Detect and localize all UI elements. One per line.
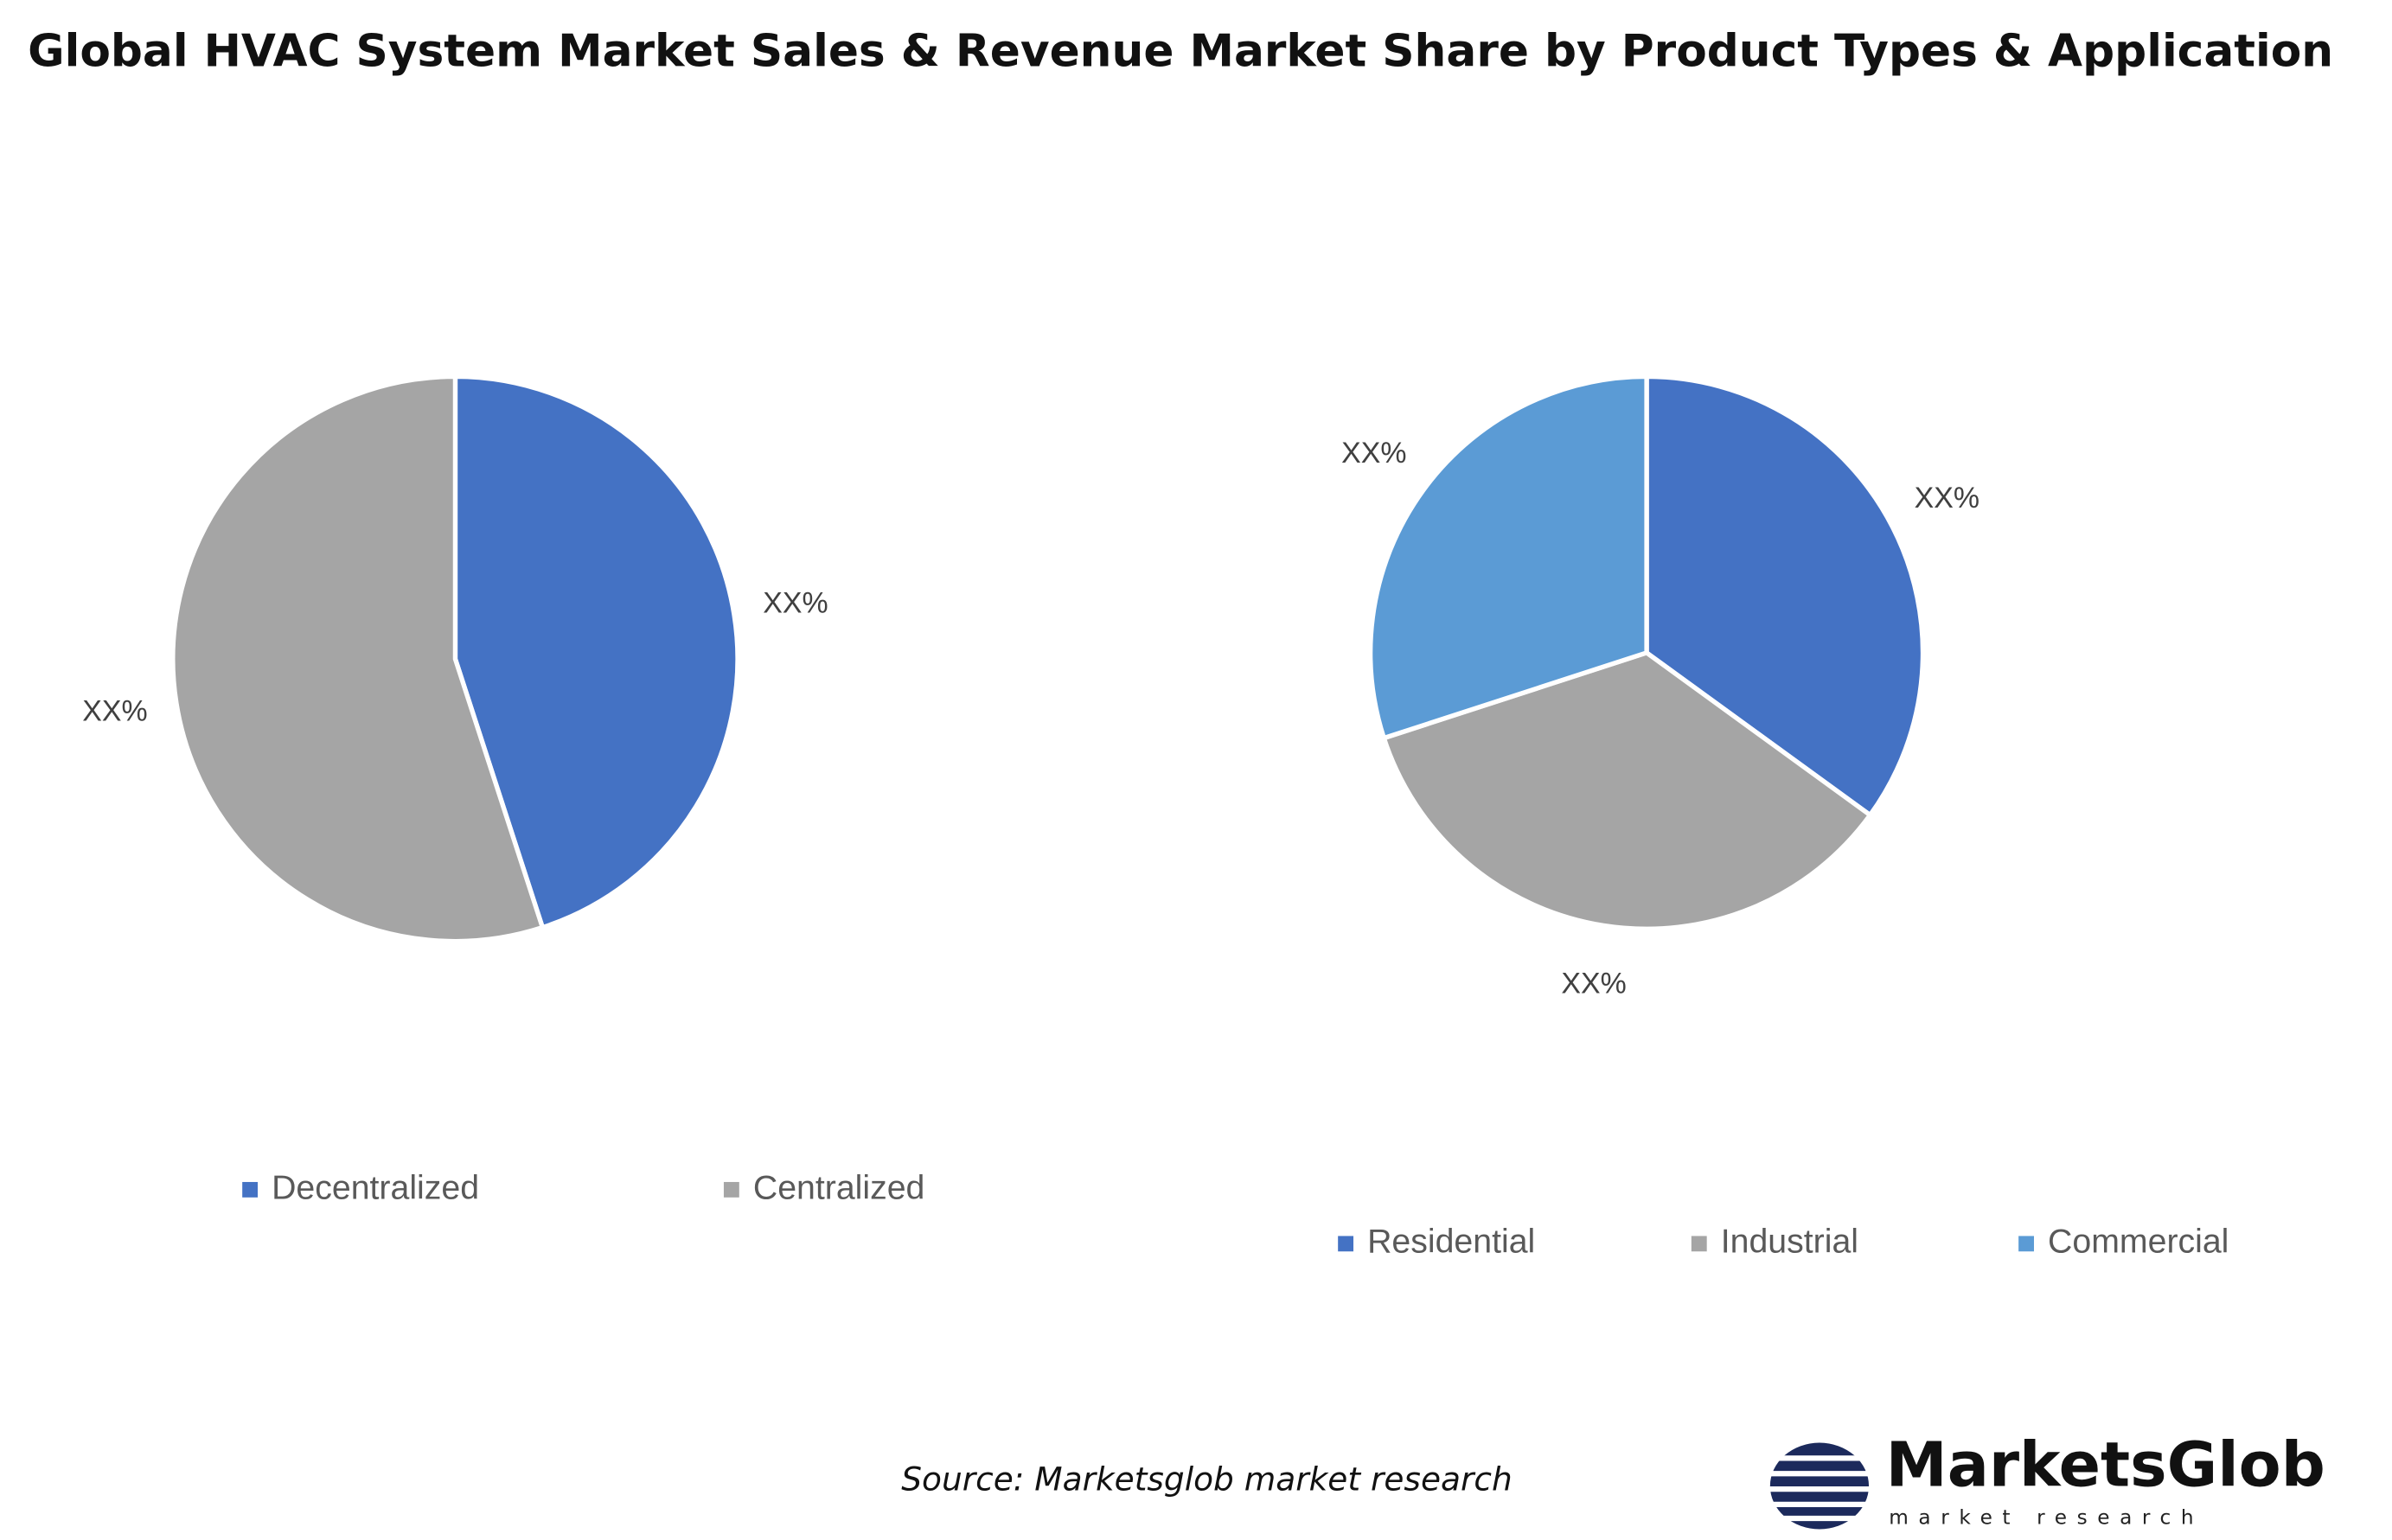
data-label: XX% xyxy=(1341,437,1406,470)
legend-marker xyxy=(1691,1236,1707,1252)
legend-label: Commercial xyxy=(2048,1223,2229,1261)
legend-marker xyxy=(2018,1236,2034,1252)
logo-tagline: market research xyxy=(1889,1505,2203,1529)
pie-slice xyxy=(170,374,546,944)
pie-slice xyxy=(1380,649,1874,931)
legend-label: Residential xyxy=(1367,1223,1535,1261)
data-label: XX% xyxy=(82,694,147,727)
legend-label: Centralized xyxy=(753,1168,925,1206)
data-label: XX% xyxy=(1915,482,1979,514)
data-label: XX% xyxy=(1561,968,1626,1000)
data-label: XX% xyxy=(763,587,828,620)
legend-label: Decentralized xyxy=(272,1168,479,1206)
logo-name: MarketsGlob xyxy=(1886,1428,2325,1500)
page-title: Global HVAC System Market Sales & Revenu… xyxy=(28,25,2333,77)
legend-label: Industrial xyxy=(1721,1223,1858,1261)
legend-marker xyxy=(723,1181,739,1198)
logo-icon xyxy=(1767,1442,1876,1530)
pie-slice xyxy=(452,374,740,930)
legend-marker xyxy=(1338,1236,1354,1252)
legend-marker xyxy=(242,1181,259,1198)
pie-slice xyxy=(1367,374,1649,741)
pie-slice xyxy=(1644,374,1926,819)
source: Source: Marketsglob market research xyxy=(901,1460,1512,1498)
